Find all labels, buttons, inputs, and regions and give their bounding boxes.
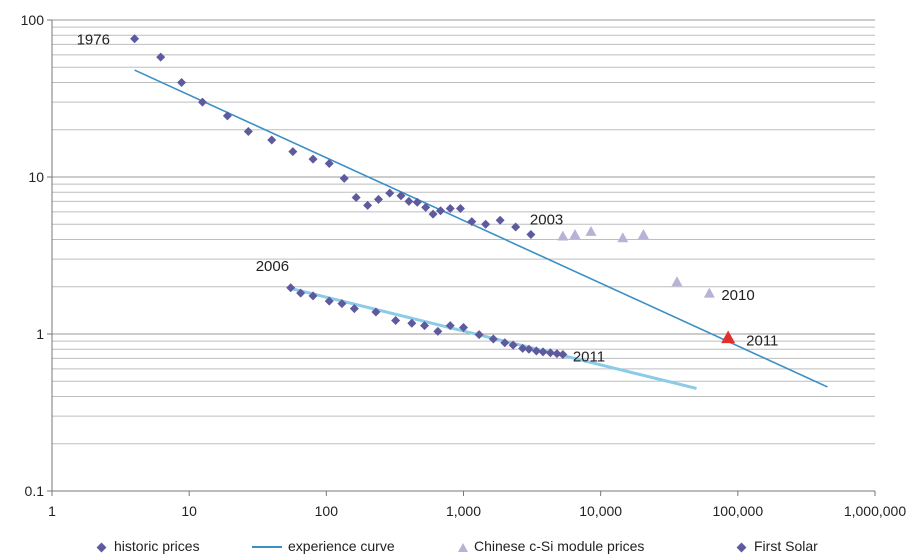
tick-labels: 1 10 100 1,000 10,000 100,000 1,000,0001001010… <box>21 12 907 519</box>
annotation-label: 2011 <box>573 349 605 366</box>
diamond-point <box>349 304 359 314</box>
diamond-point <box>222 111 232 121</box>
diamond-point <box>500 338 510 348</box>
diamond-point <box>243 126 253 136</box>
triangle-point <box>585 225 597 236</box>
diamond-point <box>404 196 414 206</box>
diamond-point <box>396 191 406 201</box>
diamond-point <box>545 348 555 358</box>
diamond-point <box>552 349 562 359</box>
diamond-point <box>421 202 431 212</box>
highlight-triangle-point <box>721 330 736 344</box>
diamond-point <box>538 347 548 357</box>
diamond-point <box>156 52 166 62</box>
diamond-point <box>267 135 277 145</box>
diamond-point <box>407 318 417 328</box>
price-experience-chart: 1 10 100 1,000 10,000 100,000 1,000,0001001010… <box>21 12 907 519</box>
triangle-point <box>637 229 649 239</box>
legend: historic prices experience curve Chinese… <box>0 536 917 558</box>
diamond-point <box>558 350 568 360</box>
legend-item-first-solar: First Solar <box>736 538 818 554</box>
axes <box>47 19 876 496</box>
diamond-point <box>495 215 505 225</box>
diamond-point <box>488 334 498 344</box>
diamond-point <box>433 326 443 336</box>
diamond-point <box>339 173 349 183</box>
legend-label: First Solar <box>754 538 818 554</box>
diamond-point <box>130 34 140 44</box>
diamond-point <box>518 343 528 353</box>
diamond-marker-icon <box>96 542 107 553</box>
line-marker-icon <box>252 546 282 549</box>
diamond-point <box>351 193 361 203</box>
diamond-point <box>286 283 296 293</box>
legend-label: experience curve <box>288 538 395 554</box>
y-tick-label: 10 <box>28 169 44 185</box>
diamond-marker-icon <box>736 542 747 553</box>
diamond-point <box>177 77 187 87</box>
x-tick-label: 1,000,000 <box>844 503 906 519</box>
diamond-point <box>296 288 306 298</box>
x-tick-label: 1 <box>48 503 56 519</box>
diamond-point <box>324 158 334 168</box>
x-tick-label: 10 <box>181 503 197 519</box>
diamond-point <box>467 217 477 227</box>
diamond-point <box>420 321 430 331</box>
annotations: 1976 2003 2006 2011 2010 2011 <box>77 32 779 366</box>
diamond-point <box>324 296 334 306</box>
diamond-point <box>508 340 518 350</box>
y-tick-label: 0.1 <box>25 483 45 499</box>
triangle-point <box>617 232 629 243</box>
diamond-point <box>391 315 401 325</box>
triangle-point <box>671 276 683 287</box>
x-tick-label: 10,000 <box>579 503 622 519</box>
diamond-point <box>445 321 455 331</box>
diamond-point <box>197 97 207 107</box>
triangle-point <box>569 229 581 239</box>
diamond-point <box>385 188 395 198</box>
diamond-point <box>455 204 465 214</box>
diamond-point <box>526 230 536 240</box>
series-line <box>134 69 828 388</box>
diamond-point <box>436 206 446 216</box>
diamond-point <box>363 200 373 210</box>
x-tick-label: 1,000 <box>446 503 481 519</box>
diamond-point <box>412 197 422 207</box>
diamond-point <box>337 299 347 309</box>
diamond-point <box>481 219 491 229</box>
legend-item-historic-prices: historic prices <box>96 538 200 554</box>
diamond-point <box>371 307 381 317</box>
grid-lines <box>52 19 875 445</box>
diamond-point <box>459 323 468 333</box>
y-tick-label: 1 <box>36 326 44 342</box>
diamond-point <box>308 291 318 301</box>
x-tick-label: 100 <box>315 503 339 519</box>
annotation-label: 1976 <box>77 32 110 49</box>
x-tick-label: 100,000 <box>713 503 764 519</box>
diamond-point <box>474 330 484 340</box>
triangle-point <box>703 287 715 298</box>
triangle-marker-icon <box>458 542 468 552</box>
diamond-point <box>511 222 521 232</box>
legend-label: historic prices <box>114 538 200 554</box>
annotation-label: 2006 <box>256 258 289 275</box>
y-tick-label: 100 <box>21 12 45 28</box>
annotation-label: 2010 <box>721 287 754 304</box>
diamond-point <box>445 204 455 214</box>
legend-item-experience-curve: experience curve <box>252 538 395 554</box>
diamond-point <box>373 194 383 204</box>
diamond-point <box>524 344 534 354</box>
annotation-label: 2011 <box>746 332 778 349</box>
diamond-point <box>308 154 318 164</box>
legend-item-chinese-module-prices: Chinese c-Si module prices <box>458 538 644 554</box>
diamond-point <box>288 147 298 157</box>
legend-label: Chinese c-Si module prices <box>474 538 645 554</box>
data-points <box>130 34 736 360</box>
diamond-point <box>531 346 541 356</box>
annotation-label: 2003 <box>530 212 563 229</box>
triangle-point <box>557 230 569 241</box>
diamond-point <box>428 209 438 219</box>
